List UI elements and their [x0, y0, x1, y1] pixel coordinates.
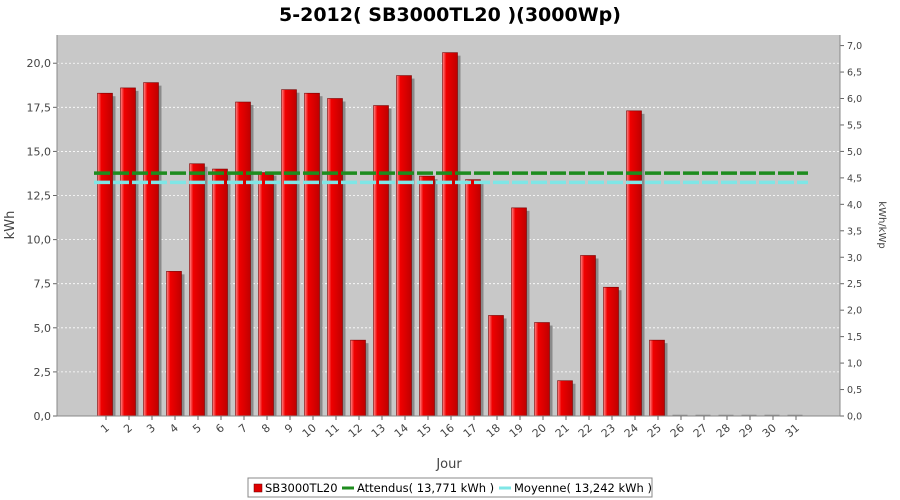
x-tick-label: 22 — [576, 421, 595, 440]
reference-lines — [94, 171, 808, 185]
bar — [373, 105, 389, 417]
bar — [603, 286, 619, 417]
y-tick-label: 17,5 — [27, 101, 52, 114]
x-tick-label: 25 — [645, 421, 664, 440]
x-tick-label: 4 — [167, 421, 181, 435]
y-axis-label: kWh — [3, 211, 18, 240]
x-tick-label: 20 — [530, 421, 549, 440]
x-tick-label: 21 — [553, 421, 572, 440]
bar — [143, 82, 159, 417]
y-right-tick-label: 6,5 — [847, 68, 862, 79]
x-tick-label: 6 — [213, 421, 227, 435]
x-tick-label: 9 — [282, 421, 296, 435]
x-tick-label: 31 — [783, 421, 802, 440]
legend-swatch-bar — [253, 483, 263, 493]
y-axis-right-label: kWh/kWp — [876, 201, 887, 248]
bar — [649, 339, 665, 417]
x-tick-label: 24 — [622, 421, 641, 440]
bar — [258, 172, 274, 417]
y-right-tick-label: 1,0 — [847, 359, 862, 370]
x-tick-label: 1 — [98, 421, 112, 435]
y-tick-label: 12,5 — [27, 190, 52, 203]
y-right-tick-label: 5,0 — [847, 147, 862, 158]
x-tick-label: 7 — [236, 421, 250, 435]
legend-box — [247, 477, 653, 498]
y-right-tick-label: 2,0 — [847, 306, 862, 317]
x-tick-label: 17 — [461, 421, 480, 440]
bar — [189, 163, 205, 417]
bar — [350, 339, 366, 417]
bar — [465, 179, 481, 417]
legend-item-expected: Attendus( 13,771 kWh ) — [357, 481, 494, 495]
y-axis-right: 0,0 0,5 1,0 1,5 2,0 2,5 3,0 3,5 4,0 4,5 5,0 5,5 6,0 6… — [839, 35, 862, 423]
x-tick-label: 11 — [323, 421, 342, 440]
y-right-tick-label: 2,5 — [847, 279, 862, 290]
x-tick-label: 14 — [392, 421, 411, 440]
bar — [166, 271, 182, 417]
x-tick-label: 23 — [599, 421, 618, 440]
legend: SB3000TL20 Attendus( 13,771 kWh ) Moyenn… — [247, 477, 653, 498]
bar — [212, 168, 228, 417]
x-axis-label: Jour — [435, 457, 462, 472]
y-tick-label: 5,0 — [34, 322, 52, 335]
y-tick-label: 15,0 — [27, 145, 52, 158]
bar — [488, 315, 504, 417]
y-right-tick-label: 4,5 — [847, 173, 862, 184]
x-tick-label: 16 — [438, 421, 457, 440]
y-right-tick-label: 3,0 — [847, 253, 862, 264]
y-right-tick-label: 0,0 — [847, 412, 862, 423]
bar — [580, 255, 596, 417]
x-tick-label: 2 — [121, 421, 135, 435]
bar — [281, 89, 297, 417]
x-tick-label: 29 — [737, 421, 756, 440]
bar — [327, 98, 343, 417]
bar — [442, 52, 458, 417]
x-axis: 1 2 3 4 5 6 7 8 9 10 11 12 13 14 15 16 17 18 19 20 21 22 23 24 2… — [57, 415, 840, 440]
x-tick-label: 8 — [259, 421, 273, 435]
x-tick-label: 10 — [300, 421, 319, 440]
x-tick-label: 13 — [369, 421, 388, 440]
y-right-tick-label: 7,0 — [847, 41, 862, 52]
bar — [557, 380, 573, 417]
y-right-tick-label: 5,5 — [847, 120, 862, 131]
bar — [534, 322, 550, 417]
y-tick-label: 0,0 — [34, 410, 52, 423]
y-right-tick-label: 0,5 — [847, 385, 862, 396]
y-right-tick-label: 6,0 — [847, 94, 862, 105]
y-tick-label: 7,5 — [34, 278, 52, 291]
x-tick-label: 12 — [346, 421, 365, 440]
bar — [511, 207, 527, 417]
y-axis-left: 0,0 2,5 5,0 7,5 10,0 12,5 15,0 17,5 20,0 — [27, 35, 58, 423]
bar — [235, 101, 251, 417]
bar — [626, 110, 642, 417]
y-tick-label: 2,5 — [34, 366, 52, 379]
y-right-tick-label: 1,5 — [847, 332, 862, 343]
bar — [97, 92, 113, 417]
x-tick-label: 30 — [760, 421, 779, 440]
bar — [396, 75, 412, 417]
x-tick-label: 18 — [484, 421, 503, 440]
chart-title: 5-2012( SB3000TL20 )(3000Wp) — [279, 4, 621, 26]
bar — [419, 175, 435, 417]
y-tick-label: 20,0 — [27, 57, 52, 70]
x-tick-label: 3 — [144, 421, 158, 435]
x-tick-label: 15 — [415, 421, 434, 440]
x-tick-label: 5 — [190, 421, 204, 435]
y-tick-label: 10,0 — [27, 234, 52, 247]
y-right-tick-label: 3,5 — [847, 226, 862, 237]
legend-item-average: Moyenne( 13,242 kWh ) — [514, 481, 652, 495]
bar — [304, 92, 320, 417]
x-tick-label: 27 — [691, 421, 710, 440]
x-tick-label: 19 — [507, 421, 526, 440]
legend-item-series: SB3000TL20 — [265, 481, 338, 495]
y-right-tick-label: 4,0 — [847, 200, 862, 211]
bar — [120, 87, 136, 417]
x-tick-label: 26 — [668, 421, 687, 440]
x-tick-label: 28 — [714, 421, 733, 440]
